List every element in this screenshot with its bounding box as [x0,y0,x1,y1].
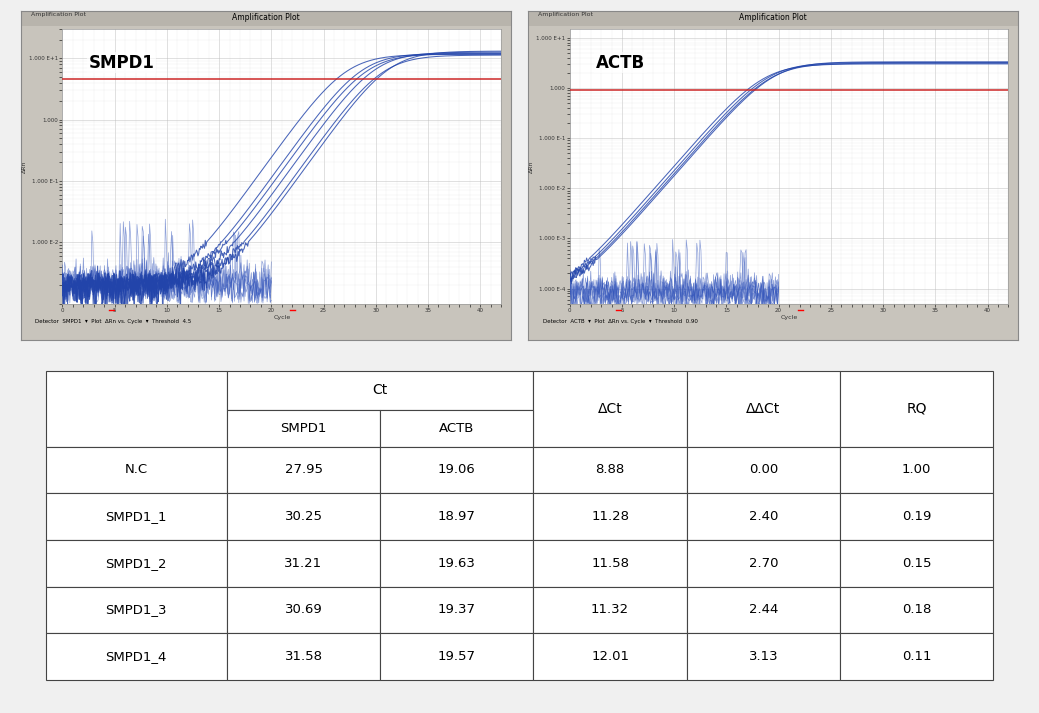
Bar [227,540,380,587]
Bar [227,371,533,410]
Bar [46,633,227,680]
Text: 19.63: 19.63 [437,557,476,570]
Text: 31.21: 31.21 [285,557,322,570]
Text: 19.37: 19.37 [437,603,476,617]
Bar [533,587,687,633]
Text: 2.44: 2.44 [749,603,778,617]
Text: 0.00: 0.00 [749,463,778,476]
Bar [533,371,687,446]
Bar [46,493,227,540]
Text: Amplification Plot: Amplification Plot [232,14,299,22]
Text: 30.25: 30.25 [285,510,322,523]
Text: 1.00: 1.00 [902,463,931,476]
Bar [840,633,993,680]
Text: 31.58: 31.58 [285,650,322,663]
Text: Amplification Plot: Amplification Plot [30,12,85,17]
Text: N.C: N.C [125,463,148,476]
FancyBboxPatch shape [528,11,1018,26]
Text: Amplification Plot: Amplification Plot [740,14,807,22]
Bar [46,371,227,446]
Text: 11.28: 11.28 [591,510,629,523]
Bar [380,633,533,680]
Bar [533,633,687,680]
FancyBboxPatch shape [21,11,511,26]
Bar [380,446,533,493]
Text: 0.19: 0.19 [902,510,931,523]
Bar [687,371,840,446]
Text: 0.11: 0.11 [902,650,931,663]
Bar [840,540,993,587]
Text: ΔΔCt: ΔΔCt [746,401,780,416]
Text: Amplification Plot: Amplification Plot [538,12,593,17]
Bar [227,587,380,633]
Bar [840,371,993,446]
Text: SMPD1_3: SMPD1_3 [106,603,167,617]
Bar [46,587,227,633]
Text: 19.06: 19.06 [437,463,476,476]
Text: 3.13: 3.13 [748,650,778,663]
Text: 8.88: 8.88 [595,463,624,476]
Text: Ct: Ct [373,384,388,397]
Text: SMPD1_1: SMPD1_1 [106,510,167,523]
Text: 11.32: 11.32 [591,603,630,617]
Bar [227,633,380,680]
Text: 19.57: 19.57 [437,650,476,663]
Text: 2.70: 2.70 [749,557,778,570]
Bar [46,446,227,493]
Text: 18.97: 18.97 [437,510,476,523]
Bar [687,587,840,633]
Text: 11.58: 11.58 [591,557,629,570]
Bar [687,540,840,587]
Bar [227,446,380,493]
Text: 2.40: 2.40 [749,510,778,523]
Bar [687,633,840,680]
Bar [380,587,533,633]
Text: Detector  SMPD1  ▾  Plot  ΔRn vs. Cycle  ▾  Threshold  4.5: Detector SMPD1 ▾ Plot ΔRn vs. Cycle ▾ Th… [35,319,192,324]
Bar [687,446,840,493]
Bar [380,540,533,587]
Bar [687,493,840,540]
Text: Detector  ACTB  ▾  Plot  ΔRn vs. Cycle  ▾  Threshold  0.90: Detector ACTB ▾ Plot ΔRn vs. Cycle ▾ Thr… [542,319,697,324]
Bar [533,446,687,493]
Text: ΔCt: ΔCt [597,401,622,416]
Bar [840,446,993,493]
Bar [380,410,533,446]
Text: SMPD1: SMPD1 [281,422,326,435]
Text: SMPD1_2: SMPD1_2 [106,557,167,570]
Bar [840,493,993,540]
Text: 30.69: 30.69 [285,603,322,617]
Text: 12.01: 12.01 [591,650,629,663]
Bar [227,493,380,540]
Text: 27.95: 27.95 [285,463,322,476]
Bar [46,540,227,587]
Text: SMPD1_4: SMPD1_4 [106,650,167,663]
Bar [533,493,687,540]
Bar [533,540,687,587]
Text: ACTB: ACTB [439,422,475,435]
Bar [840,587,993,633]
Text: 0.15: 0.15 [902,557,931,570]
Text: 0.18: 0.18 [902,603,931,617]
Bar [380,493,533,540]
Bar [227,410,380,446]
Text: RQ: RQ [906,401,927,416]
